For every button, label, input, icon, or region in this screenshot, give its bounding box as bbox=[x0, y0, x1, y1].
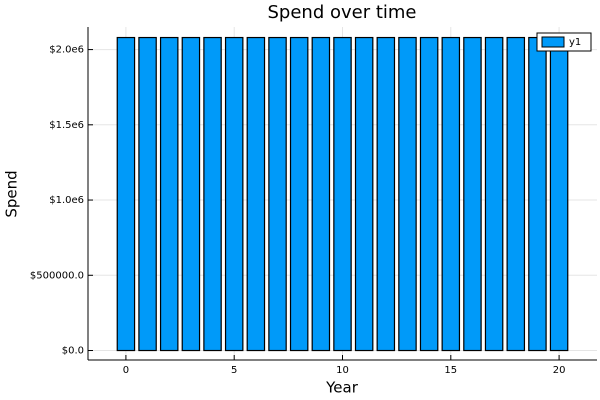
x-axis-label: Year bbox=[325, 379, 359, 397]
bar bbox=[289, 36, 309, 352]
bar bbox=[116, 36, 136, 352]
bar bbox=[398, 36, 417, 352]
bar bbox=[463, 36, 482, 352]
y-tick-label: $1.5e6 bbox=[49, 120, 84, 131]
bar bbox=[246, 36, 266, 352]
y-tick-label: $1.0e6 bbox=[49, 195, 84, 206]
bar bbox=[528, 36, 547, 352]
y-tick-label: $2.0e6 bbox=[49, 45, 84, 56]
bar bbox=[484, 36, 504, 352]
x-tick-label: 0 bbox=[123, 365, 129, 376]
x-tick-label: 20 bbox=[553, 365, 566, 376]
x-tick-label: 10 bbox=[336, 365, 349, 376]
bar bbox=[376, 36, 396, 352]
bar bbox=[311, 36, 331, 352]
legend-swatch bbox=[541, 36, 565, 48]
y-tick-label: $0.0 bbox=[62, 346, 84, 357]
bar bbox=[138, 36, 157, 352]
bar bbox=[224, 36, 244, 352]
bar bbox=[333, 36, 352, 352]
chart-title: Spend over time bbox=[267, 2, 416, 23]
y-axis-label: Spend bbox=[3, 170, 21, 217]
bar bbox=[354, 36, 374, 352]
bar bbox=[268, 36, 287, 352]
bar bbox=[441, 36, 461, 352]
y-tick-label: $500000.0 bbox=[30, 270, 84, 281]
bar bbox=[419, 36, 439, 352]
bar bbox=[506, 36, 526, 352]
legend-label: y1 bbox=[569, 37, 581, 48]
x-tick-label: 5 bbox=[231, 365, 237, 376]
bar bbox=[203, 36, 222, 352]
bar bbox=[181, 36, 201, 352]
bar bbox=[549, 36, 569, 352]
bar bbox=[159, 36, 179, 352]
x-tick-label: 15 bbox=[444, 365, 457, 376]
